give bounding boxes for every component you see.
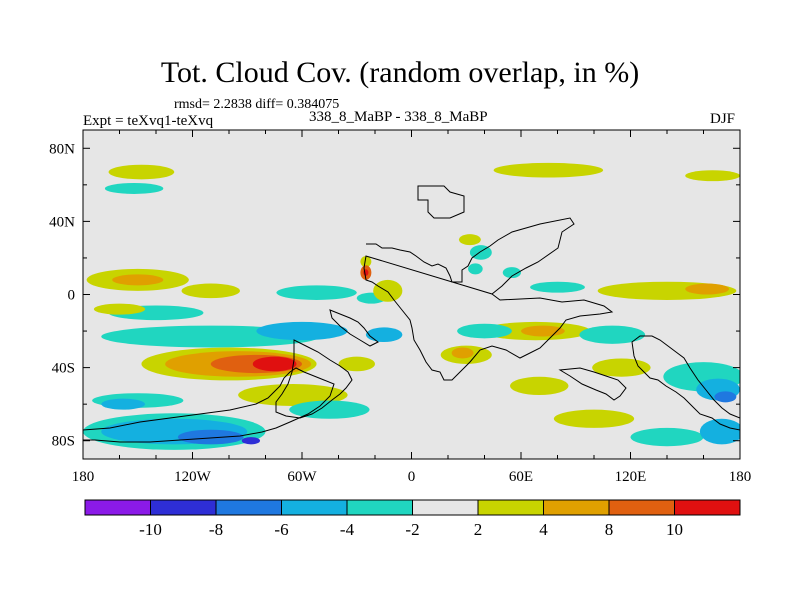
anomaly-region [101,398,146,410]
anomaly-region [510,376,569,396]
x-tick-label: 120W [174,469,212,485]
anomaly-region [181,283,240,299]
coastline-segment [275,339,353,419]
colorbar-label: 8 [605,520,614,539]
colorbar-label: -2 [405,520,419,539]
y-axis: 80N 40N 0 40S 80S [49,141,740,450]
anomaly-region [112,274,164,286]
x-tick-label: 180 [729,469,752,485]
anomaly-region [685,283,730,295]
colorbar-label: 4 [539,520,548,539]
colorbar-label: -10 [139,520,162,539]
anomaly-region [502,267,521,279]
anomaly-region [458,234,481,246]
anomaly-region [530,281,585,293]
coastline-outline [83,185,740,443]
anomaly-region [469,245,492,260]
anomaly-region [104,183,164,194]
chart-title: Tot. Cloud Cov. (random overlap, in %) [160,56,640,89]
colorbar-swatch [477,499,544,516]
anomaly-region [241,437,261,445]
colorbar-swatch [412,499,479,516]
colorbar-swatch [281,499,348,516]
anomaly-region [521,325,565,337]
coastline-segment [329,309,379,347]
anomaly-region [289,400,370,419]
chart-subtitle: 338_8_MaBP - 338_8_MaBP [309,109,488,125]
anomaly-region [579,325,646,344]
y-tick-label: 40S [52,361,75,377]
y-tick-label: 40N [49,214,75,230]
x-tick-label: 60E [509,469,533,485]
experiment-label: Expt = teXvq1-teXvq [83,113,214,129]
colorbar: -10 -8 -6 -4 -2 2 4 8 10 [84,499,741,539]
colorbar-swatch [543,499,610,516]
y-tick-label: 0 [68,288,76,304]
colorbar-label: -8 [209,520,223,539]
anomaly-region [451,347,474,359]
anomaly-region [468,263,483,275]
anomaly-region [256,321,348,341]
colorbar-swatch [674,499,741,516]
y-tick-label: 80N [49,141,75,157]
anomaly-region [553,409,635,428]
anomaly-region [493,162,604,178]
anomaly-region [457,323,512,339]
anomaly-region [252,356,297,372]
anomaly-region [685,170,740,182]
coastline-segment [83,367,335,443]
anomaly-region [592,358,651,377]
y-tick-label: 80S [52,434,75,450]
colorbar-swatch [84,499,151,516]
anomaly-region [238,384,348,406]
colorbar-swatch [150,499,217,516]
anomaly-region [714,391,737,403]
season-label: DJF [710,111,736,127]
coastline-segment [558,367,627,401]
anomaly-region [365,327,403,343]
anomaly-region [108,164,175,180]
x-tick-label: 120E [615,469,647,485]
anomaly-contours [83,162,740,450]
colorbar-swatch [346,499,413,516]
anomaly-region [177,429,244,445]
anomaly-region [93,303,146,315]
coastline-segment [417,185,465,219]
anomaly-region [360,256,372,268]
coastline-segment [363,255,614,381]
coastline-segment [631,335,740,431]
anomaly-region [276,285,357,300]
colorbar-label: 10 [666,520,683,539]
colorbar-label: 2 [474,520,483,539]
x-tick-label: 180 [72,469,95,485]
colorbar-swatch [608,499,675,516]
coastline-segment [366,217,575,295]
stats-label: rmsd= 2.2838 diff= 0.384075 [174,97,340,112]
anomaly-region [373,279,403,302]
anomaly-region [338,356,375,372]
colorbar-label: -6 [274,520,288,539]
colorbar-swatch [215,499,282,516]
anomaly-region [630,427,704,447]
x-axis: 180 120W 60W 0 60E 120E 180 [72,130,752,485]
anomaly-region [699,418,740,445]
x-tick-label: 60W [287,469,317,485]
colorbar-label: -4 [340,520,355,539]
x-tick-label: 0 [408,469,416,485]
